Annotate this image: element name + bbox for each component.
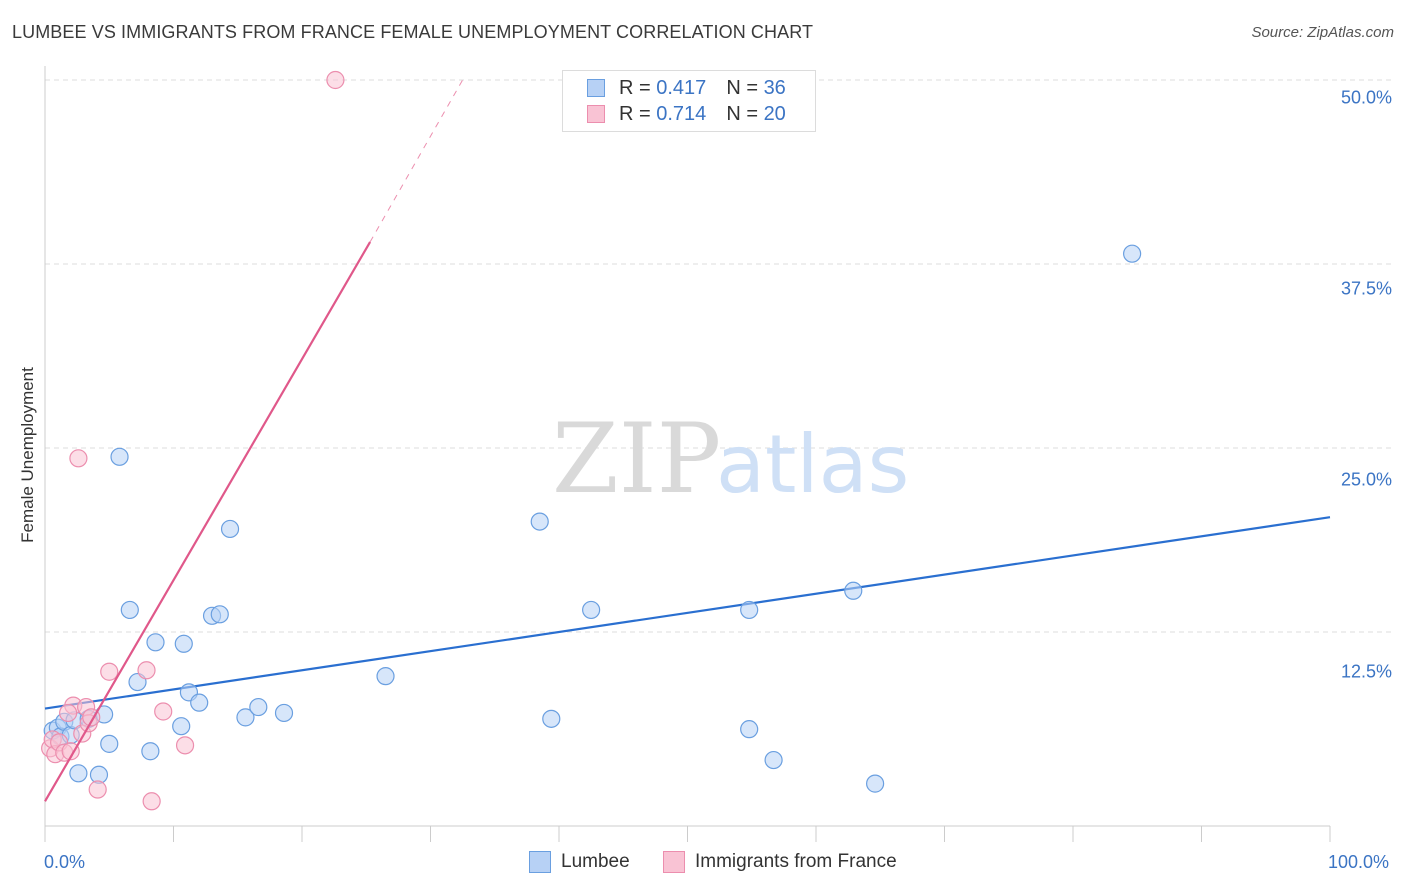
lumbee-n-value: 36 — [763, 76, 786, 99]
france-trend-extension — [369, 79, 464, 243]
lumbee-r-label: R = — [619, 76, 657, 99]
y-tick-label-37-5: 37.5% — [1340, 278, 1392, 299]
lumbee-point-14 — [141, 742, 160, 761]
correlation-legend: R = 0.417 N = 36 R = 0.714 N = 20 — [562, 70, 816, 132]
lumbee-r-value: 0.417 — [656, 76, 707, 99]
france-r-value: 0.714 — [656, 102, 707, 125]
lumbee-point-27 — [530, 512, 549, 531]
legend-lumbee-label: Lumbee — [561, 851, 630, 872]
lumbee-point-23 — [236, 708, 255, 727]
lumbee-point-29 — [582, 600, 601, 620]
france-point-17 — [175, 736, 195, 755]
lumbee-point-31 — [740, 720, 759, 739]
series-legend: Lumbee Immigrants from France — [0, 851, 1406, 877]
x-tick-label-max: 100.0% — [1328, 852, 1390, 872]
legend-france-swatch — [663, 851, 685, 873]
watermark-zip: ZIP — [552, 403, 721, 515]
lumbee-point-32 — [764, 750, 783, 770]
lumbee-point-19 — [190, 693, 209, 712]
lumbee-n-label: N = — [726, 76, 764, 99]
france-point-18 — [326, 70, 345, 90]
france-point-19 — [59, 703, 78, 723]
france-trend-line — [44, 241, 372, 802]
lumbee-point-33 — [844, 581, 863, 600]
lumbee-swatch — [587, 79, 605, 97]
lumbee-point-16 — [172, 717, 191, 736]
lumbee-point-6 — [69, 764, 88, 783]
france-swatch — [587, 105, 605, 123]
france-point-16 — [154, 702, 173, 721]
lumbee-point-26 — [376, 667, 395, 686]
legend-row-lumbee: R = 0.417 N = 36 — [587, 76, 786, 100]
legend-france-label: Immigrants from France — [695, 851, 897, 872]
france-r-label: R = — [619, 102, 657, 125]
legend-row-france: R = 0.714 N = 20 — [587, 102, 786, 126]
source-label: Source: ZipAtlas.com — [1251, 24, 1394, 41]
legend-lumbee-swatch — [529, 851, 551, 873]
lumbee-point-28 — [542, 709, 561, 728]
x-tick-label-min: 0.0% — [44, 852, 86, 872]
legend-item-france: Immigrants from France — [663, 851, 897, 873]
lumbee-point-12 — [120, 600, 139, 620]
lumbee-trend-line — [44, 516, 1331, 710]
legend-item-lumbee: Lumbee — [529, 851, 630, 873]
watermark-atlas: atlas — [716, 418, 909, 511]
y-tick-label-12-5: 12.5% — [1340, 661, 1392, 682]
lumbee-point-21 — [210, 605, 229, 624]
chart-title: LUMBEE VS IMMIGRANTS FROM FRANCE FEMALE … — [12, 22, 814, 42]
france-n-value: 20 — [763, 102, 786, 125]
y-tick-label-25: 25.0% — [1340, 469, 1392, 490]
france-point-12 — [88, 780, 107, 799]
y-axis-label: Female Unemployment — [18, 367, 37, 543]
y-tick-label-50: 50.0% — [1340, 87, 1392, 108]
france-point-13 — [100, 662, 119, 681]
france-point-14 — [137, 661, 156, 680]
lumbee-point-24 — [249, 697, 268, 717]
lumbee-point-15 — [146, 633, 165, 652]
france-point-5 — [61, 742, 80, 761]
france-point-7 — [69, 449, 88, 468]
lumbee-point-17 — [174, 634, 193, 653]
lumbee-point-10 — [100, 734, 119, 753]
lumbee-point-11 — [110, 447, 129, 466]
france-n-label: N = — [726, 102, 764, 125]
lumbee-point-30 — [740, 600, 759, 620]
france-point-15 — [142, 792, 161, 811]
lumbee-point-25 — [274, 703, 294, 723]
lumbee-point-22 — [220, 519, 240, 539]
lumbee-point-34 — [866, 774, 885, 793]
lumbee-point-35 — [1123, 244, 1142, 263]
